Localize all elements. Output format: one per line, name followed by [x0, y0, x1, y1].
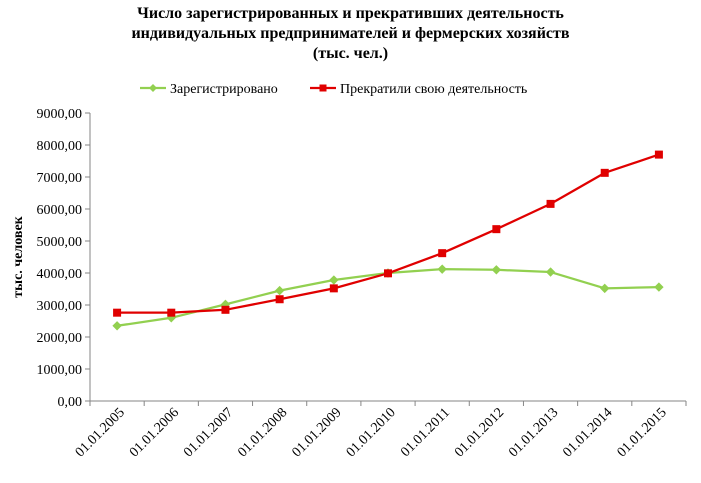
y-tick-label: 5000,00	[37, 235, 83, 250]
chart-title-line-2: индивидуальных предпринимателей и фермер…	[131, 25, 570, 42]
x-tick-label: 01.01.2012	[452, 405, 507, 460]
y-tick-label: 0,00	[58, 395, 83, 410]
x-tick-label: 01.01.2008	[235, 405, 290, 460]
data-point	[438, 249, 447, 258]
data-point	[437, 264, 447, 274]
data-point	[113, 308, 122, 317]
y-tick-label: 9000,00	[37, 107, 83, 122]
x-tick-label: 01.01.2005	[73, 405, 128, 460]
x-tick-label: 01.01.2011	[398, 405, 453, 460]
series-layer	[112, 150, 664, 331]
data-point	[274, 285, 285, 296]
legend-marker	[319, 84, 327, 92]
series-line	[117, 153, 660, 314]
x-tick-label: 01.01.2006	[127, 405, 182, 460]
x-tick-label: 01.01.2007	[181, 405, 236, 460]
data-point	[546, 199, 555, 208]
y-tick-label: 8000,00	[37, 139, 83, 154]
legend-marker	[149, 84, 157, 92]
x-tick-label: 01.01.2013	[506, 405, 561, 460]
x-tick-label: 01.01.2010	[344, 405, 399, 460]
y-tick-label: 6000,00	[37, 203, 83, 218]
y-tick-label: 4000,00	[37, 267, 83, 282]
data-point	[329, 284, 338, 293]
x-tick-label: 01.01.2009	[289, 405, 344, 460]
legend: Зарегистрировано Прекратили свою деятельн…	[140, 82, 527, 97]
series-2	[113, 150, 663, 317]
data-point	[329, 275, 339, 285]
y-axis-label: тыс. человек	[11, 215, 26, 297]
y-tick-label: 7000,00	[37, 171, 83, 186]
data-point	[491, 265, 502, 275]
y-axis: 0,00 1000,00 2000,00 3000,00 4000,00 5000,00 6…	[37, 107, 91, 410]
data-point	[275, 295, 284, 304]
data-point	[221, 305, 230, 314]
data-point	[654, 282, 664, 292]
y-tick-label: 1000,00	[37, 363, 83, 378]
legend-entry-1: Зарегистрировано	[140, 82, 278, 97]
data-point	[545, 267, 556, 277]
legend-label: Прекратили свою деятельность	[340, 82, 527, 97]
y-tick-label: 3000,00	[37, 299, 83, 314]
legend-entry-2: Прекратили свою деятельность	[310, 82, 527, 97]
chart-title-line-1: Число зарегистрированных и прекративших …	[137, 5, 564, 22]
chart-title: Число зарегистрированных и прекративших …	[0, 4, 701, 64]
x-axis: 01.01.2005 01.01.2006 01.01.2007 01.01.2008…	[73, 400, 687, 460]
data-point	[112, 321, 122, 331]
data-point	[384, 269, 392, 278]
y-tick-label: 2000,00	[37, 331, 83, 346]
data-point	[492, 225, 501, 234]
data-point	[654, 150, 663, 159]
x-tick-label: 01.01.2015	[615, 405, 670, 460]
data-point	[600, 283, 610, 294]
legend-label: Зарегистрировано	[170, 82, 278, 97]
data-point	[600, 168, 609, 177]
data-point	[167, 308, 176, 317]
chart-title-line-3: (тыс. чел.)	[312, 45, 389, 62]
x-tick-label: 01.01.2014	[560, 405, 615, 460]
